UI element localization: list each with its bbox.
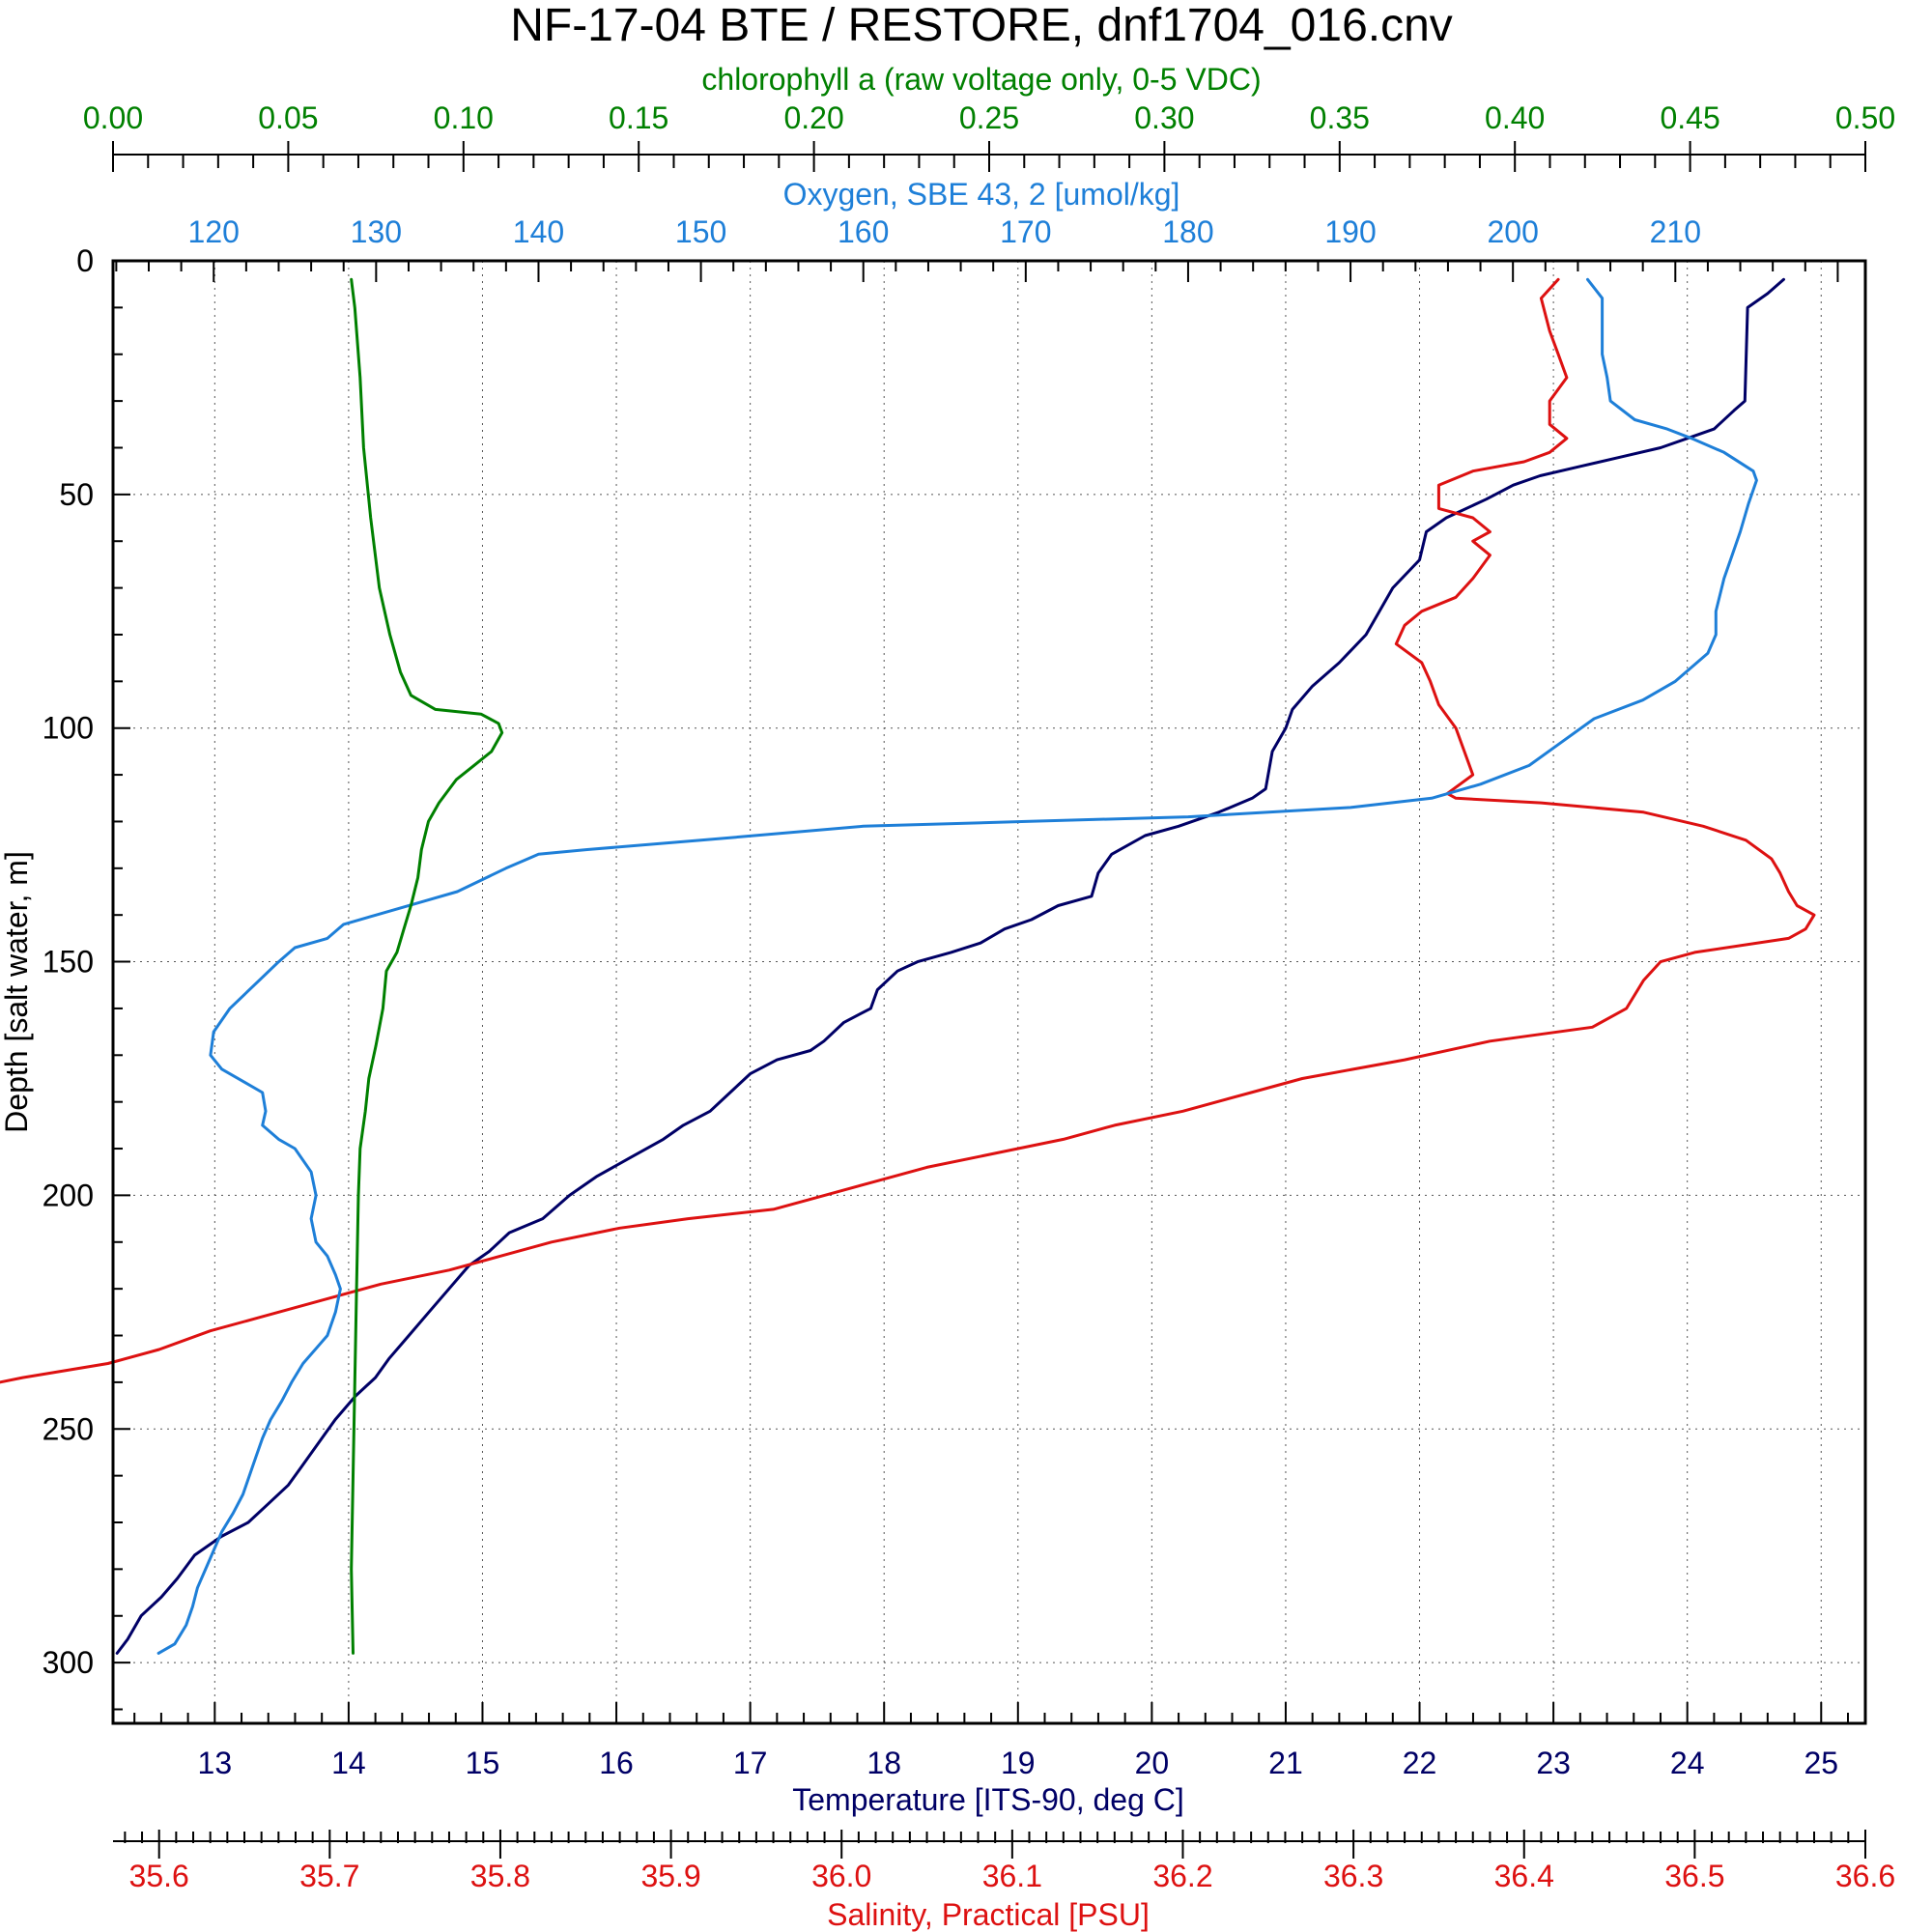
chlorophyll-tick-label-0-50: 0.50	[1835, 100, 1895, 135]
salinity-tick-label-35-9: 35.9	[640, 1859, 700, 1893]
salinity-axis-title: Salinity, Practical [PSU]	[827, 1897, 1150, 1932]
salinity-tick-label-35-8: 35.8	[470, 1859, 530, 1893]
oxygen-tick-label-170: 170	[1000, 214, 1051, 249]
chlorophyll-tick-label-0-15: 0.15	[609, 100, 668, 135]
temperature-tick-label-17: 17	[733, 1746, 768, 1780]
plot-frame-ticks	[113, 260, 1849, 1723]
oxygen-tick-label-130: 130	[351, 214, 402, 249]
oxygen-tick-label-120: 120	[188, 214, 240, 249]
salinity-profile-line	[0, 277, 1816, 1384]
series-layer	[0, 277, 1816, 1655]
depth-tick-label-50: 50	[59, 477, 94, 512]
salinity-tick-label-36-5: 36.5	[1664, 1859, 1724, 1893]
salinity-tick-label-36-3: 36.3	[1323, 1859, 1383, 1893]
chlorophyll-profile-line	[350, 277, 504, 1655]
temperature-tick-label-19: 19	[1001, 1746, 1036, 1780]
temperature-tick-label-16: 16	[599, 1746, 634, 1780]
temperature-axis-title: Temperature [ITS-90, deg C]	[792, 1782, 1184, 1817]
chlorophyll-tick-label-0-00: 0.00	[83, 100, 143, 135]
chlorophyll-axis-title: chlorophyll a (raw voltage only, 0-5 VDC…	[701, 62, 1261, 97]
depth-axis-tick-labels: 0 50 100 150 200 250 300	[43, 243, 94, 1680]
temperature-tick-label-22: 22	[1403, 1746, 1437, 1780]
depth-tick-label-0: 0	[76, 243, 94, 278]
oxygen-axis-title: Oxygen, SBE 43, 2 [umol/kg]	[783, 177, 1180, 212]
salinity-tick-label-36-1: 36.1	[982, 1859, 1042, 1893]
salinity-tick-label-35-7: 35.7	[299, 1859, 359, 1893]
depth-tick-label-200: 200	[43, 1178, 94, 1212]
chlorophyll-tick-label-0-40: 0.40	[1485, 100, 1545, 135]
oxygen-axis-tick-labels: 120 130 140 150 160 170 180 190 200 210	[188, 214, 1701, 249]
salinity-tick-label-36-6: 36.6	[1835, 1859, 1895, 1893]
temperature-tick-label-15: 15	[466, 1746, 500, 1780]
temperature-tick-label-18: 18	[867, 1746, 901, 1780]
oxygen-tick-label-140: 140	[513, 214, 564, 249]
chlorophyll-tick-label-0-10: 0.10	[434, 100, 494, 135]
temperature-tick-label-25: 25	[1804, 1746, 1838, 1780]
salinity-tick-label-35-6: 35.6	[129, 1859, 189, 1893]
temperature-tick-label-21: 21	[1268, 1746, 1303, 1780]
oxygen-tick-label-160: 160	[838, 214, 889, 249]
chlorophyll-axis-ticks	[112, 141, 1866, 172]
salinity-tick-label-36-2: 36.2	[1152, 1859, 1212, 1893]
chlorophyll-tick-label-0-30: 0.30	[1134, 100, 1194, 135]
depth-tick-label-150: 150	[43, 945, 94, 980]
chlorophyll-tick-label-0-20: 0.20	[783, 100, 843, 135]
oxygen-profile-line	[156, 277, 1758, 1655]
oxygen-tick-label-210: 210	[1650, 214, 1701, 249]
chlorophyll-tick-label-0-35: 0.35	[1310, 100, 1370, 135]
chlorophyll-axis-tick-labels: 0.00 0.05 0.10 0.15 0.20 0.25 0.30 0.35 0.40 0.45…	[83, 100, 1895, 135]
chart-title: NF-17-04 BTE / RESTORE, dnf1704_016.cnv	[510, 0, 1453, 51]
temperature-tick-label-20: 20	[1135, 1746, 1170, 1780]
depth-tick-label-300: 300	[43, 1645, 94, 1680]
salinity-axis-tick-labels: 35.6 35.7 35.8 35.9 36.0 36.1 36.2 36.3 36.4 36.5…	[129, 1859, 1896, 1893]
temperature-tick-label-13: 13	[198, 1746, 233, 1780]
temperature-tick-label-23: 23	[1536, 1746, 1571, 1780]
plot-grid	[113, 261, 1865, 1723]
plot-frame	[111, 259, 1867, 1725]
chlorophyll-tick-label-0-25: 0.25	[959, 100, 1019, 135]
depth-tick-label-100: 100	[43, 711, 94, 746]
temperature-profile-line	[115, 277, 1785, 1655]
salinity-tick-label-36-4: 36.4	[1494, 1859, 1554, 1893]
salinity-axis-ticks	[113, 1830, 1866, 1859]
chlorophyll-tick-label-0-45: 0.45	[1660, 100, 1719, 135]
chlorophyll-tick-label-0-05: 0.05	[258, 100, 318, 135]
salinity-tick-label-36-0: 36.0	[811, 1859, 871, 1893]
temperature-tick-label-14: 14	[331, 1746, 366, 1780]
oxygen-tick-label-180: 180	[1162, 214, 1213, 249]
oxygen-tick-label-200: 200	[1487, 214, 1538, 249]
oxygen-tick-label-150: 150	[675, 214, 726, 249]
temperature-tick-label-24: 24	[1670, 1746, 1705, 1780]
depth-axis-title: Depth [salt water, m]	[0, 851, 34, 1133]
temperature-axis-tick-labels: 13 14 15 16 17 18 19 20 21 22 23 24 25	[198, 1746, 1839, 1780]
oxygen-tick-label-190: 190	[1324, 214, 1376, 249]
depth-tick-label-250: 250	[43, 1411, 94, 1446]
